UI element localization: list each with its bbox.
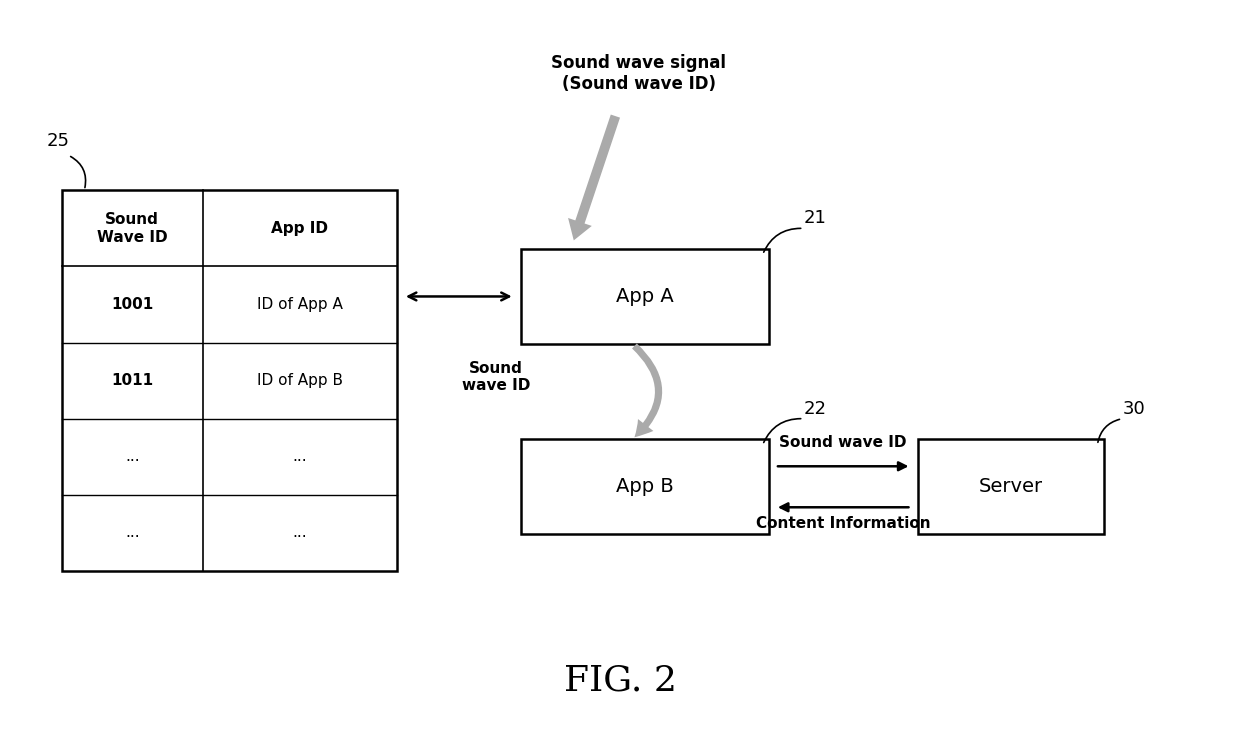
- Bar: [918, 439, 1104, 534]
- Text: Server: Server: [978, 477, 1043, 496]
- Text: 25: 25: [47, 132, 71, 150]
- Text: App ID: App ID: [272, 221, 329, 236]
- Text: Sound wave signal
(Sound wave ID): Sound wave signal (Sound wave ID): [551, 53, 727, 93]
- Text: 1011: 1011: [112, 373, 154, 388]
- Text: 1001: 1001: [112, 297, 154, 312]
- Text: ...: ...: [293, 526, 308, 540]
- Text: ...: ...: [125, 449, 140, 464]
- Text: 30: 30: [1122, 400, 1145, 417]
- Text: Sound wave ID: Sound wave ID: [780, 436, 906, 450]
- Text: ID of App A: ID of App A: [257, 297, 342, 312]
- Text: Sound
Wave ID: Sound Wave ID: [97, 212, 167, 244]
- Bar: [521, 439, 769, 534]
- Text: Sound
wave ID: Sound wave ID: [461, 361, 531, 393]
- Text: 22: 22: [804, 400, 827, 417]
- FancyArrowPatch shape: [568, 114, 620, 240]
- Text: ID of App B: ID of App B: [257, 373, 342, 388]
- FancyArrowPatch shape: [632, 343, 662, 437]
- Text: App A: App A: [616, 287, 673, 306]
- Text: 21: 21: [804, 209, 826, 227]
- Bar: [521, 249, 769, 344]
- Text: ...: ...: [125, 526, 140, 540]
- Text: App B: App B: [616, 477, 673, 496]
- Text: FIG. 2: FIG. 2: [563, 664, 677, 698]
- Text: Content Information: Content Information: [756, 516, 930, 531]
- Bar: [62, 190, 397, 571]
- Text: ...: ...: [293, 449, 308, 464]
